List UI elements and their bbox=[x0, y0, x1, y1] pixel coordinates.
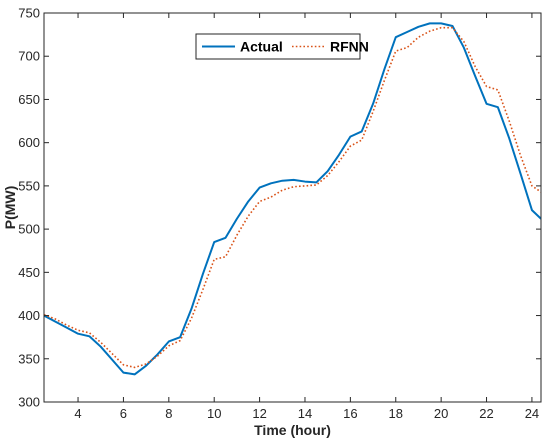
plot-area bbox=[44, 13, 541, 402]
y-tick-label: 400 bbox=[18, 308, 40, 323]
series-line-actual bbox=[44, 22, 541, 376]
x-tick-label: 12 bbox=[252, 406, 266, 421]
y-tick-label: 700 bbox=[18, 49, 40, 64]
x-axis-title: Time (hour) bbox=[254, 422, 331, 438]
y-tick-label: 350 bbox=[18, 351, 40, 366]
x-tick-label: 14 bbox=[298, 406, 312, 421]
y-tick-label: 550 bbox=[18, 178, 40, 193]
x-tick-label: 10 bbox=[207, 406, 221, 421]
legend-label-actual: Actual bbox=[240, 39, 283, 55]
y-tick-label: 500 bbox=[18, 222, 40, 237]
y-tick-label: 650 bbox=[18, 92, 40, 107]
y-tick-label: 300 bbox=[18, 395, 40, 410]
x-tick-label: 8 bbox=[165, 406, 172, 421]
x-tick-label: 4 bbox=[74, 406, 81, 421]
plot-frame bbox=[43, 12, 542, 403]
x-tick-label: 20 bbox=[434, 406, 448, 421]
x-tick-label: 6 bbox=[120, 406, 127, 421]
legend-label-rfnn: RFNN bbox=[330, 39, 369, 55]
y-tick-label: 600 bbox=[18, 135, 40, 150]
y-axis: 300 350 400 450 500 550 600 650 700 750 bbox=[18, 6, 541, 410]
y-tick-label: 450 bbox=[18, 265, 40, 280]
series-line-rfnn bbox=[44, 26, 541, 369]
x-tick-label: 24 bbox=[525, 406, 539, 421]
y-axis-title: P(MW) bbox=[2, 186, 18, 230]
series-layer bbox=[44, 22, 541, 376]
x-tick-label: 16 bbox=[343, 406, 357, 421]
x-tick-label: 22 bbox=[479, 406, 493, 421]
legend: Actual RFNN bbox=[195, 33, 369, 60]
x-tick-label: 18 bbox=[389, 406, 403, 421]
x-axis: 4 6 8 10 12 14 16 18 20 22 24 bbox=[74, 13, 539, 421]
y-tick-label: 750 bbox=[18, 6, 40, 21]
